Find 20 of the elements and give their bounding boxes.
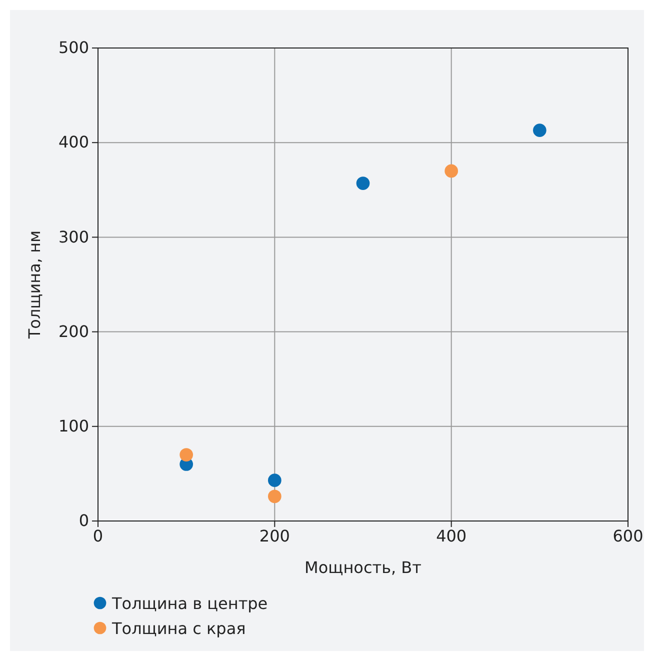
x-tick-label: 200 — [259, 526, 290, 546]
point — [532, 124, 546, 137]
y-tick-label: 100 — [58, 416, 89, 436]
y-axis-title: Толщина, нм — [25, 230, 44, 340]
point — [268, 490, 282, 504]
y-tick-label: 0 — [78, 511, 89, 530]
y-tick-label: 200 — [58, 322, 89, 341]
point — [444, 164, 458, 178]
x-tick-label: 0 — [92, 526, 104, 546]
y-tick-label: 500 — [58, 38, 89, 58]
point — [180, 448, 194, 462]
x-axis-title: Мощность, Вт — [304, 558, 422, 577]
point — [356, 176, 370, 190]
y-tick-label: 400 — [58, 132, 89, 152]
legend-label: Толщина в центре — [111, 594, 268, 613]
x-tick-label: 600 — [612, 526, 644, 546]
legend-label: Толщина с края — [111, 619, 246, 638]
point — [268, 474, 282, 487]
y-tick-label: 300 — [58, 227, 89, 246]
x-tick-label: 400 — [436, 526, 467, 546]
